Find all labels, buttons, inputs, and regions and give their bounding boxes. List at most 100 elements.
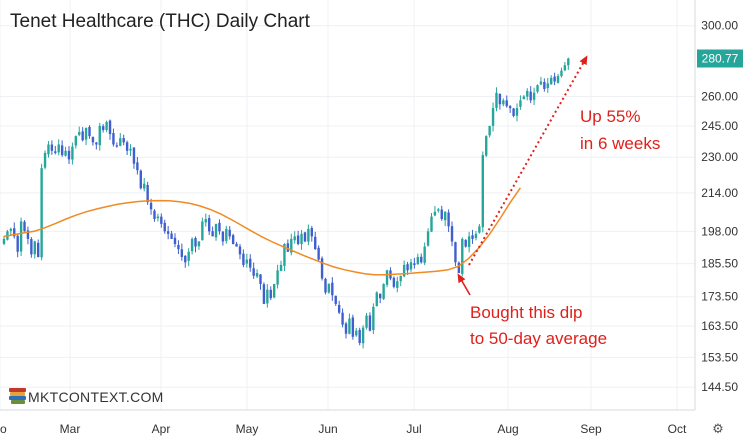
candle-body xyxy=(372,306,375,331)
candle-body xyxy=(358,329,361,344)
candle-body xyxy=(379,293,382,299)
candle-body xyxy=(495,92,498,108)
candle-body xyxy=(225,228,228,241)
candle-body xyxy=(132,147,136,164)
candle-body xyxy=(293,236,296,241)
candle-body xyxy=(43,152,47,168)
candle-body xyxy=(368,315,372,331)
candle-body xyxy=(337,305,341,313)
annotation-dip-line2: to 50-day average xyxy=(470,329,607,348)
candle-body xyxy=(307,228,310,242)
candle-body xyxy=(351,317,355,337)
candle-body xyxy=(430,216,433,232)
candle-body xyxy=(30,239,33,255)
candle-body xyxy=(317,247,320,260)
candle-body xyxy=(98,125,101,146)
candle-body xyxy=(409,262,413,270)
last-price-tag-background xyxy=(697,49,743,68)
candle-body xyxy=(194,238,197,247)
candle-body xyxy=(402,264,406,277)
candle-body xyxy=(84,127,88,140)
candle-body xyxy=(252,268,255,276)
settings-icon[interactable]: ⚙ xyxy=(712,422,724,437)
candle-body xyxy=(331,282,334,296)
brand-name: MKTCONTEXT.COM xyxy=(28,389,164,405)
candle-body xyxy=(139,170,142,189)
candle-body xyxy=(259,274,262,285)
candle-body xyxy=(163,222,166,232)
candle-body xyxy=(392,277,396,287)
candle-body xyxy=(320,258,324,279)
price-tick-label: 185.50 xyxy=(701,257,738,271)
candle-body xyxy=(78,132,81,135)
candle-body xyxy=(526,90,529,97)
candle-body xyxy=(563,65,567,71)
candle-body xyxy=(536,85,539,92)
candle-body xyxy=(529,91,532,101)
last-price-label: 280.77 xyxy=(702,51,739,65)
candle-body xyxy=(324,278,327,293)
candle-body xyxy=(184,255,187,263)
candle-body xyxy=(303,232,307,242)
candle-body xyxy=(228,229,231,237)
candle-body xyxy=(177,244,180,250)
time-tick-label: Mar xyxy=(60,422,81,436)
candle-body xyxy=(450,226,454,242)
candle-body xyxy=(16,235,19,252)
time-tick-label: May xyxy=(236,422,259,436)
candle-body xyxy=(375,292,378,307)
candle-body xyxy=(481,155,484,228)
candle-body xyxy=(101,126,105,130)
candle-body xyxy=(23,221,26,232)
candle-body xyxy=(125,142,129,151)
candle-body xyxy=(47,144,50,155)
candle-body xyxy=(447,212,450,227)
price-tick-label: 230.00 xyxy=(701,150,738,164)
candle-body xyxy=(115,145,119,147)
candle-body xyxy=(187,251,190,261)
candle-body xyxy=(146,184,149,203)
candle-body xyxy=(218,222,221,232)
candle-body xyxy=(502,100,505,105)
candle-body xyxy=(478,226,481,233)
candle-body xyxy=(67,150,71,160)
candle-body xyxy=(71,146,74,160)
candle-body xyxy=(208,218,211,232)
candle-body xyxy=(149,202,153,210)
candle-body xyxy=(37,242,40,257)
candle-body xyxy=(266,289,269,304)
candle-body xyxy=(283,244,286,266)
candle-body xyxy=(399,275,402,282)
candle-body xyxy=(170,233,173,239)
candle-body xyxy=(255,273,259,277)
candle-body xyxy=(197,241,201,247)
candle-body xyxy=(546,83,549,89)
candle-body xyxy=(269,289,272,299)
candle-body xyxy=(272,284,276,298)
candle-body xyxy=(2,238,6,244)
candle-body xyxy=(13,228,16,237)
candle-body xyxy=(108,120,112,135)
stacked-books-icon xyxy=(9,388,26,404)
candle-body xyxy=(81,131,84,141)
candle-body xyxy=(33,241,36,255)
last-price-tag: 280.77 xyxy=(697,49,743,68)
candle-body xyxy=(413,263,416,265)
candle-body xyxy=(488,125,491,136)
price-tick-label: 163.50 xyxy=(701,319,738,333)
candle-body xyxy=(464,239,467,247)
candle-body xyxy=(26,230,30,239)
price-tick-label: 144.50 xyxy=(701,380,738,394)
chart-title: Tenet Healthcare (THC) Daily Chart xyxy=(10,11,311,32)
candle-body xyxy=(9,228,13,231)
candle-body xyxy=(95,142,98,145)
candle-body xyxy=(406,264,409,271)
candle-body xyxy=(440,209,443,220)
candle-body xyxy=(238,246,242,255)
candle-body xyxy=(382,284,385,299)
candle-body xyxy=(296,235,300,245)
candle-body xyxy=(290,238,293,253)
candle-body xyxy=(204,219,207,223)
candle-body xyxy=(385,270,389,285)
candle-body xyxy=(553,76,556,82)
